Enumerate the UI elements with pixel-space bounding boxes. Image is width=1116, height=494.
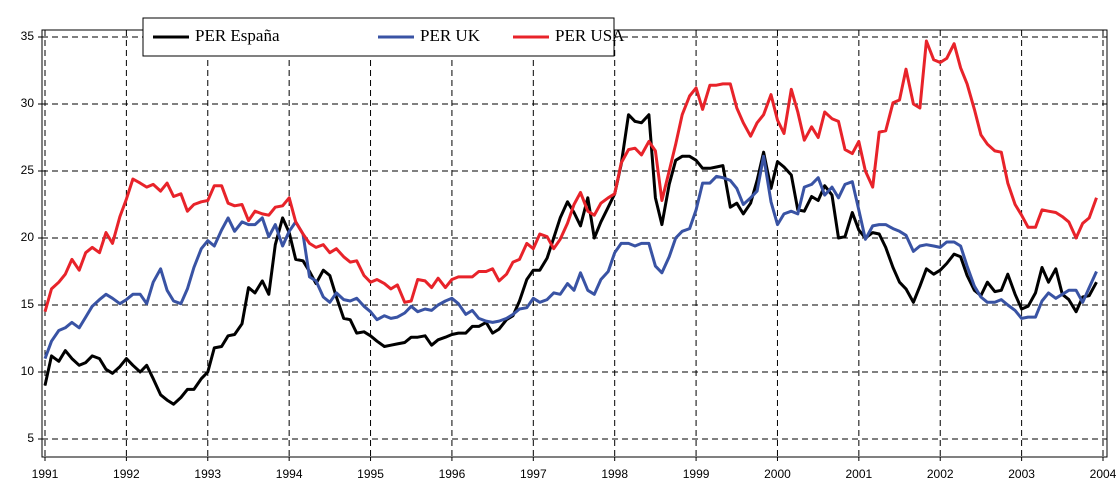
legend-label: PER USA — [555, 26, 625, 45]
legend-label: PER UK — [420, 26, 481, 45]
x-tick-label: 1993 — [194, 467, 221, 481]
x-tick-label: 2004 — [1090, 467, 1116, 481]
x-tick-label: 1999 — [683, 467, 710, 481]
x-tick-label: 1996 — [439, 467, 466, 481]
y-tick-label: 20 — [21, 230, 35, 244]
series-line — [43, 39, 1098, 313]
series-line — [43, 154, 1098, 360]
x-tick-label: 2000 — [764, 467, 791, 481]
y-tick-label: 30 — [21, 96, 35, 110]
y-tick-label: 15 — [21, 297, 35, 311]
x-tick-label: 1998 — [601, 467, 628, 481]
x-tick-label: 1995 — [357, 467, 384, 481]
y-tick-label: 5 — [27, 431, 34, 445]
x-tick-label: 2001 — [845, 467, 872, 481]
y-tick-label: 35 — [21, 29, 35, 43]
x-tick-label: 1997 — [520, 467, 547, 481]
x-tick-label: 1994 — [276, 467, 303, 481]
x-tick-label: 1991 — [32, 467, 59, 481]
x-tick-label: 2002 — [927, 467, 954, 481]
y-tick-label: 10 — [21, 364, 35, 378]
series-line — [43, 113, 1098, 406]
y-tick-label: 25 — [21, 163, 35, 177]
legend-label: PER España — [195, 26, 280, 45]
x-tick-label: 2003 — [1008, 467, 1035, 481]
x-tick-label: 1992 — [113, 467, 140, 481]
